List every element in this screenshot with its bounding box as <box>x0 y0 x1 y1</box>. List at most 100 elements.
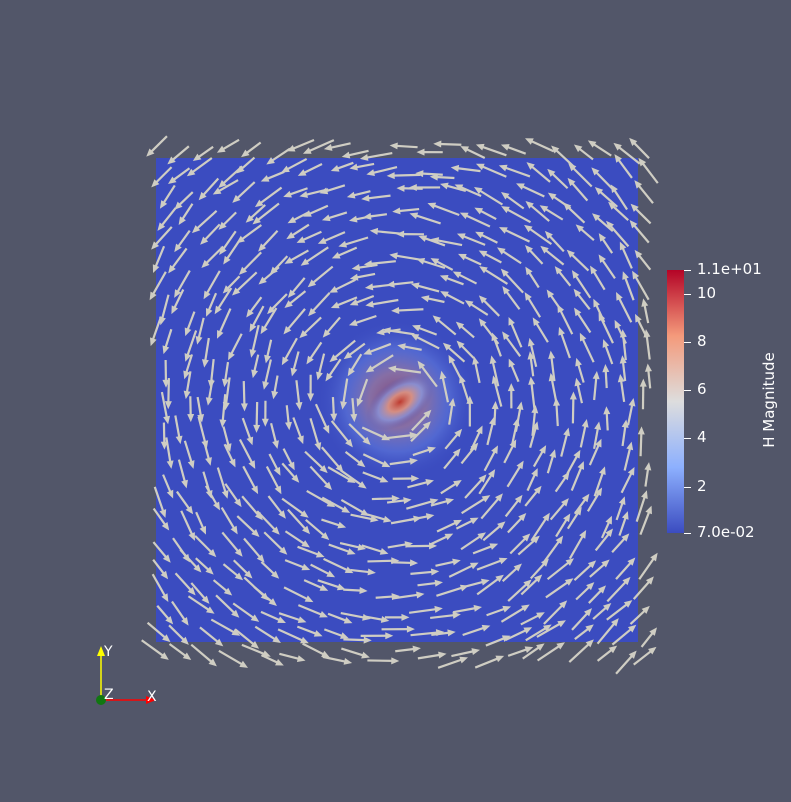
vector-glyph-shaft <box>266 339 273 358</box>
vector-glyph-head <box>228 458 236 468</box>
vector-glyph-head <box>187 587 196 596</box>
vector-glyph-head <box>303 210 312 217</box>
vector-glyph-head <box>549 449 557 458</box>
vector-glyph-head <box>323 481 332 490</box>
vector-glyph-head <box>626 441 634 451</box>
vector-glyph-head <box>201 359 209 368</box>
vector-glyph-head <box>459 212 469 220</box>
vector-glyph-shaft <box>408 608 437 614</box>
vector-glyph-head <box>251 369 259 379</box>
vector-glyph-head <box>650 552 658 562</box>
vector-glyph-head <box>595 438 602 448</box>
vector-glyph-head <box>523 627 533 634</box>
vector-glyph-head <box>308 307 317 317</box>
vector-glyph-head <box>563 202 572 211</box>
vector-glyph-shaft <box>474 361 481 384</box>
vector-glyph-shaft <box>259 186 283 205</box>
vector-glyph-shaft <box>500 606 526 623</box>
vector-glyph-head <box>475 163 485 171</box>
vector-glyph-head <box>412 324 421 332</box>
vector-glyph-shaft <box>265 170 285 181</box>
vector-glyph-shaft <box>195 557 211 572</box>
vector-glyph-head <box>434 579 443 587</box>
vector-glyph-shaft <box>426 297 445 304</box>
vector-glyph-shaft <box>643 304 650 324</box>
vector-glyph-head <box>489 355 497 364</box>
vector-glyph-head <box>330 164 340 172</box>
vector-glyph-shaft <box>611 627 633 646</box>
vector-glyph-head <box>234 548 243 557</box>
vector-glyph-head <box>281 356 289 366</box>
colorbar-tick-mark <box>684 486 691 488</box>
vector-glyph-shaft <box>493 337 502 357</box>
vector-glyph-head <box>253 424 261 433</box>
vector-glyph-shaft <box>416 284 440 293</box>
vector-glyph-shaft <box>391 593 419 600</box>
vector-glyph-head <box>277 616 286 623</box>
vector-glyph-head <box>473 604 483 612</box>
vector-glyph-head <box>245 214 254 223</box>
vector-glyph-head <box>166 460 174 469</box>
vector-glyph-head <box>569 391 577 400</box>
vector-glyph-head <box>526 162 535 170</box>
vector-glyph-head <box>557 620 566 628</box>
vector-glyph-shaft <box>463 580 485 589</box>
vector-glyph-shaft <box>443 452 458 470</box>
vector-glyph-shaft <box>436 318 457 336</box>
vector-glyph-head <box>162 379 170 388</box>
vector-glyph-head <box>216 145 226 153</box>
vector-glyph-head <box>223 255 231 265</box>
vector-glyph-head <box>627 557 636 566</box>
vector-glyph-head <box>601 559 610 568</box>
vector-glyph-shaft <box>291 139 315 151</box>
vector-glyph-shaft <box>224 483 240 503</box>
vector-glyph-shaft <box>218 649 244 666</box>
vector-glyph-shaft <box>195 209 218 230</box>
vector-glyph-shaft <box>260 654 279 664</box>
vector-glyph-shaft <box>363 615 384 621</box>
vector-glyph-head <box>365 365 375 373</box>
vector-glyph-head <box>525 200 534 209</box>
vector-glyph-shaft <box>365 151 393 159</box>
vector-glyph-shaft <box>331 397 335 416</box>
vector-glyph-head <box>547 168 556 177</box>
vector-glyph-head <box>246 308 254 318</box>
vector-glyph-head <box>161 593 169 602</box>
vector-glyph-shaft <box>436 239 463 247</box>
vector-glyph-shaft <box>334 278 356 292</box>
vector-glyph-head <box>478 295 488 304</box>
vector-glyph-shaft <box>417 326 438 336</box>
vector-glyph-shaft <box>457 273 478 285</box>
vector-glyph-head <box>379 475 389 483</box>
vector-glyph-head <box>587 560 597 569</box>
vector-glyph-shaft <box>306 489 331 506</box>
vector-glyph-head <box>279 546 288 555</box>
vector-glyph-head <box>212 187 222 195</box>
vector-glyph-head <box>297 616 307 624</box>
vector-glyph-head <box>317 237 327 244</box>
vector-glyph-head <box>593 298 600 308</box>
vector-glyph-head <box>452 271 462 279</box>
vector-glyph-head <box>349 163 358 171</box>
vector-glyph-head <box>629 137 638 147</box>
vector-glyph-head <box>159 509 167 518</box>
vector-glyph-head <box>456 233 466 240</box>
vector-glyph-shaft <box>647 369 652 389</box>
vector-glyph-shaft <box>333 339 356 360</box>
vector-glyph-shaft <box>577 147 594 161</box>
vector-glyph-head <box>497 521 506 530</box>
vector-glyph-head <box>302 147 312 154</box>
vector-glyph-head <box>480 578 490 586</box>
vector-glyph-head <box>380 616 390 623</box>
vector-glyph-shaft <box>249 204 266 220</box>
vector-glyph-shaft <box>594 532 611 552</box>
vector-glyph-shaft <box>195 511 205 530</box>
vector-glyph-head <box>575 357 582 367</box>
vector-glyph-head <box>544 230 553 240</box>
vector-glyph-head <box>249 323 257 333</box>
vector-glyph-head <box>502 331 510 340</box>
vector-glyph-head <box>232 287 241 296</box>
vector-glyph-head <box>500 191 510 200</box>
vector-glyph-shaft <box>369 260 396 265</box>
